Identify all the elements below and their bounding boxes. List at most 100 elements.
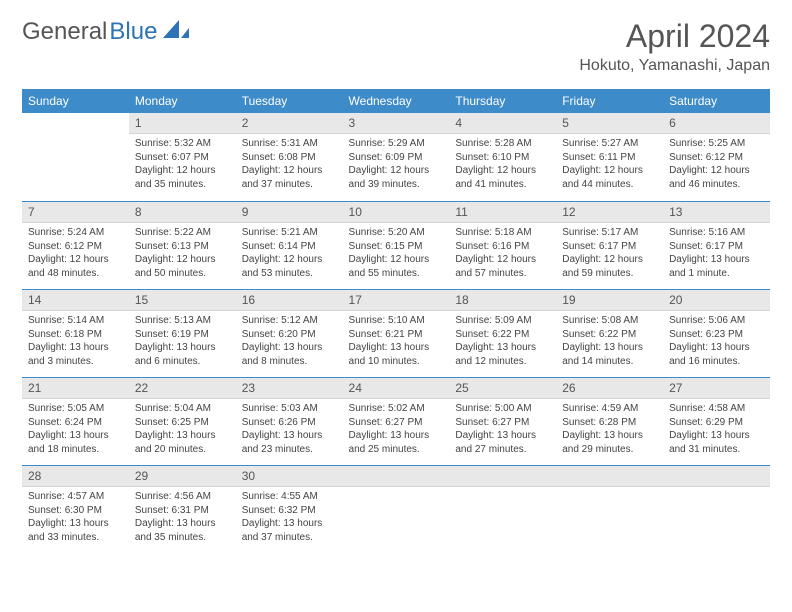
day-details: Sunrise: 5:27 AMSunset: 6:11 PMDaylight:… <box>556 134 663 197</box>
day-details: Sunrise: 5:14 AMSunset: 6:18 PMDaylight:… <box>22 311 129 374</box>
weekday-header: Friday <box>556 89 663 113</box>
calendar-cell <box>556 465 663 553</box>
day-details: Sunrise: 5:31 AMSunset: 6:08 PMDaylight:… <box>236 134 343 197</box>
day-number: 9 <box>236 201 343 223</box>
page-subtitle: Hokuto, Yamanashi, Japan <box>579 57 770 75</box>
calendar-cell: 30Sunrise: 4:55 AMSunset: 6:32 PMDayligh… <box>236 465 343 553</box>
day-details: Sunrise: 5:10 AMSunset: 6:21 PMDaylight:… <box>343 311 450 374</box>
calendar-cell: 12Sunrise: 5:17 AMSunset: 6:17 PMDayligh… <box>556 201 663 289</box>
day-number: 14 <box>22 289 129 311</box>
day-details: Sunrise: 5:08 AMSunset: 6:22 PMDaylight:… <box>556 311 663 374</box>
day-number: 3 <box>343 113 450 134</box>
day-details: Sunrise: 5:18 AMSunset: 6:16 PMDaylight:… <box>449 223 556 286</box>
calendar-cell <box>343 465 450 553</box>
day-number: 2 <box>236 113 343 134</box>
calendar-cell: 7Sunrise: 5:24 AMSunset: 6:12 PMDaylight… <box>22 201 129 289</box>
day-details: Sunrise: 5:04 AMSunset: 6:25 PMDaylight:… <box>129 399 236 462</box>
calendar-cell: 3Sunrise: 5:29 AMSunset: 6:09 PMDaylight… <box>343 113 450 201</box>
day-details: Sunrise: 4:57 AMSunset: 6:30 PMDaylight:… <box>22 487 129 550</box>
day-number: 5 <box>556 113 663 134</box>
calendar-table: SundayMondayTuesdayWednesdayThursdayFrid… <box>22 89 770 553</box>
calendar-row: 28Sunrise: 4:57 AMSunset: 6:30 PMDayligh… <box>22 465 770 553</box>
day-number: 29 <box>129 465 236 487</box>
day-details: Sunrise: 5:21 AMSunset: 6:14 PMDaylight:… <box>236 223 343 286</box>
day-number: 28 <box>22 465 129 487</box>
calendar-cell: 22Sunrise: 5:04 AMSunset: 6:25 PMDayligh… <box>129 377 236 465</box>
day-details: Sunrise: 5:25 AMSunset: 6:12 PMDaylight:… <box>663 134 770 197</box>
calendar-cell: 5Sunrise: 5:27 AMSunset: 6:11 PMDaylight… <box>556 113 663 201</box>
calendar-cell: 28Sunrise: 4:57 AMSunset: 6:30 PMDayligh… <box>22 465 129 553</box>
calendar-cell: 24Sunrise: 5:02 AMSunset: 6:27 PMDayligh… <box>343 377 450 465</box>
day-number: 21 <box>22 377 129 399</box>
calendar-cell: 17Sunrise: 5:10 AMSunset: 6:21 PMDayligh… <box>343 289 450 377</box>
logo-text-blue: Blue <box>109 18 157 46</box>
calendar-cell: 29Sunrise: 4:56 AMSunset: 6:31 PMDayligh… <box>129 465 236 553</box>
weekday-header: Monday <box>129 89 236 113</box>
calendar-cell: 6Sunrise: 5:25 AMSunset: 6:12 PMDaylight… <box>663 113 770 201</box>
calendar-cell: 13Sunrise: 5:16 AMSunset: 6:17 PMDayligh… <box>663 201 770 289</box>
empty-day-bar <box>343 465 450 487</box>
calendar-row: 21Sunrise: 5:05 AMSunset: 6:24 PMDayligh… <box>22 377 770 465</box>
day-details: Sunrise: 5:32 AMSunset: 6:07 PMDaylight:… <box>129 134 236 197</box>
weekday-header: Wednesday <box>343 89 450 113</box>
day-number: 13 <box>663 201 770 223</box>
empty-day-bar <box>663 465 770 487</box>
logo-text-general: General <box>22 18 107 46</box>
header: GeneralBlue April 2024 Hokuto, Yamanashi… <box>22 18 770 75</box>
calendar-cell <box>449 465 556 553</box>
day-details: Sunrise: 5:20 AMSunset: 6:15 PMDaylight:… <box>343 223 450 286</box>
calendar-cell: 9Sunrise: 5:21 AMSunset: 6:14 PMDaylight… <box>236 201 343 289</box>
weekday-header: Saturday <box>663 89 770 113</box>
empty-day-bar <box>556 465 663 487</box>
day-number: 20 <box>663 289 770 311</box>
day-details: Sunrise: 5:16 AMSunset: 6:17 PMDaylight:… <box>663 223 770 286</box>
day-number: 8 <box>129 201 236 223</box>
day-number: 26 <box>556 377 663 399</box>
day-details: Sunrise: 5:17 AMSunset: 6:17 PMDaylight:… <box>556 223 663 286</box>
calendar-cell: 27Sunrise: 4:58 AMSunset: 6:29 PMDayligh… <box>663 377 770 465</box>
day-details: Sunrise: 5:03 AMSunset: 6:26 PMDaylight:… <box>236 399 343 462</box>
calendar-cell: 20Sunrise: 5:06 AMSunset: 6:23 PMDayligh… <box>663 289 770 377</box>
day-details: Sunrise: 4:58 AMSunset: 6:29 PMDaylight:… <box>663 399 770 462</box>
day-number: 16 <box>236 289 343 311</box>
calendar-cell <box>22 113 129 201</box>
calendar-cell: 15Sunrise: 5:13 AMSunset: 6:19 PMDayligh… <box>129 289 236 377</box>
day-details: Sunrise: 4:59 AMSunset: 6:28 PMDaylight:… <box>556 399 663 462</box>
day-number: 12 <box>556 201 663 223</box>
calendar-row: 1Sunrise: 5:32 AMSunset: 6:07 PMDaylight… <box>22 113 770 201</box>
day-details: Sunrise: 5:13 AMSunset: 6:19 PMDaylight:… <box>129 311 236 374</box>
day-number: 7 <box>22 201 129 223</box>
calendar-cell: 1Sunrise: 5:32 AMSunset: 6:07 PMDaylight… <box>129 113 236 201</box>
calendar-cell: 19Sunrise: 5:08 AMSunset: 6:22 PMDayligh… <box>556 289 663 377</box>
calendar-cell: 26Sunrise: 4:59 AMSunset: 6:28 PMDayligh… <box>556 377 663 465</box>
calendar-cell: 8Sunrise: 5:22 AMSunset: 6:13 PMDaylight… <box>129 201 236 289</box>
day-details: Sunrise: 5:22 AMSunset: 6:13 PMDaylight:… <box>129 223 236 286</box>
sail-icon <box>163 19 189 47</box>
day-details: Sunrise: 5:00 AMSunset: 6:27 PMDaylight:… <box>449 399 556 462</box>
day-number: 11 <box>449 201 556 223</box>
day-number: 15 <box>129 289 236 311</box>
logo: GeneralBlue <box>22 18 189 46</box>
day-details: Sunrise: 5:05 AMSunset: 6:24 PMDaylight:… <box>22 399 129 462</box>
calendar-row: 7Sunrise: 5:24 AMSunset: 6:12 PMDaylight… <box>22 201 770 289</box>
calendar-cell: 11Sunrise: 5:18 AMSunset: 6:16 PMDayligh… <box>449 201 556 289</box>
day-number: 22 <box>129 377 236 399</box>
day-number: 25 <box>449 377 556 399</box>
day-details: Sunrise: 4:56 AMSunset: 6:31 PMDaylight:… <box>129 487 236 550</box>
day-number: 10 <box>343 201 450 223</box>
empty-day-bar <box>449 465 556 487</box>
day-number: 24 <box>343 377 450 399</box>
day-details: Sunrise: 4:55 AMSunset: 6:32 PMDaylight:… <box>236 487 343 550</box>
calendar-row: 14Sunrise: 5:14 AMSunset: 6:18 PMDayligh… <box>22 289 770 377</box>
calendar-cell: 21Sunrise: 5:05 AMSunset: 6:24 PMDayligh… <box>22 377 129 465</box>
day-details: Sunrise: 5:28 AMSunset: 6:10 PMDaylight:… <box>449 134 556 197</box>
day-number: 4 <box>449 113 556 134</box>
day-number: 6 <box>663 113 770 134</box>
day-details: Sunrise: 5:29 AMSunset: 6:09 PMDaylight:… <box>343 134 450 197</box>
calendar-cell <box>663 465 770 553</box>
day-number: 27 <box>663 377 770 399</box>
calendar-cell: 25Sunrise: 5:00 AMSunset: 6:27 PMDayligh… <box>449 377 556 465</box>
day-details: Sunrise: 5:24 AMSunset: 6:12 PMDaylight:… <box>22 223 129 286</box>
day-details: Sunrise: 5:06 AMSunset: 6:23 PMDaylight:… <box>663 311 770 374</box>
weekday-header: Tuesday <box>236 89 343 113</box>
